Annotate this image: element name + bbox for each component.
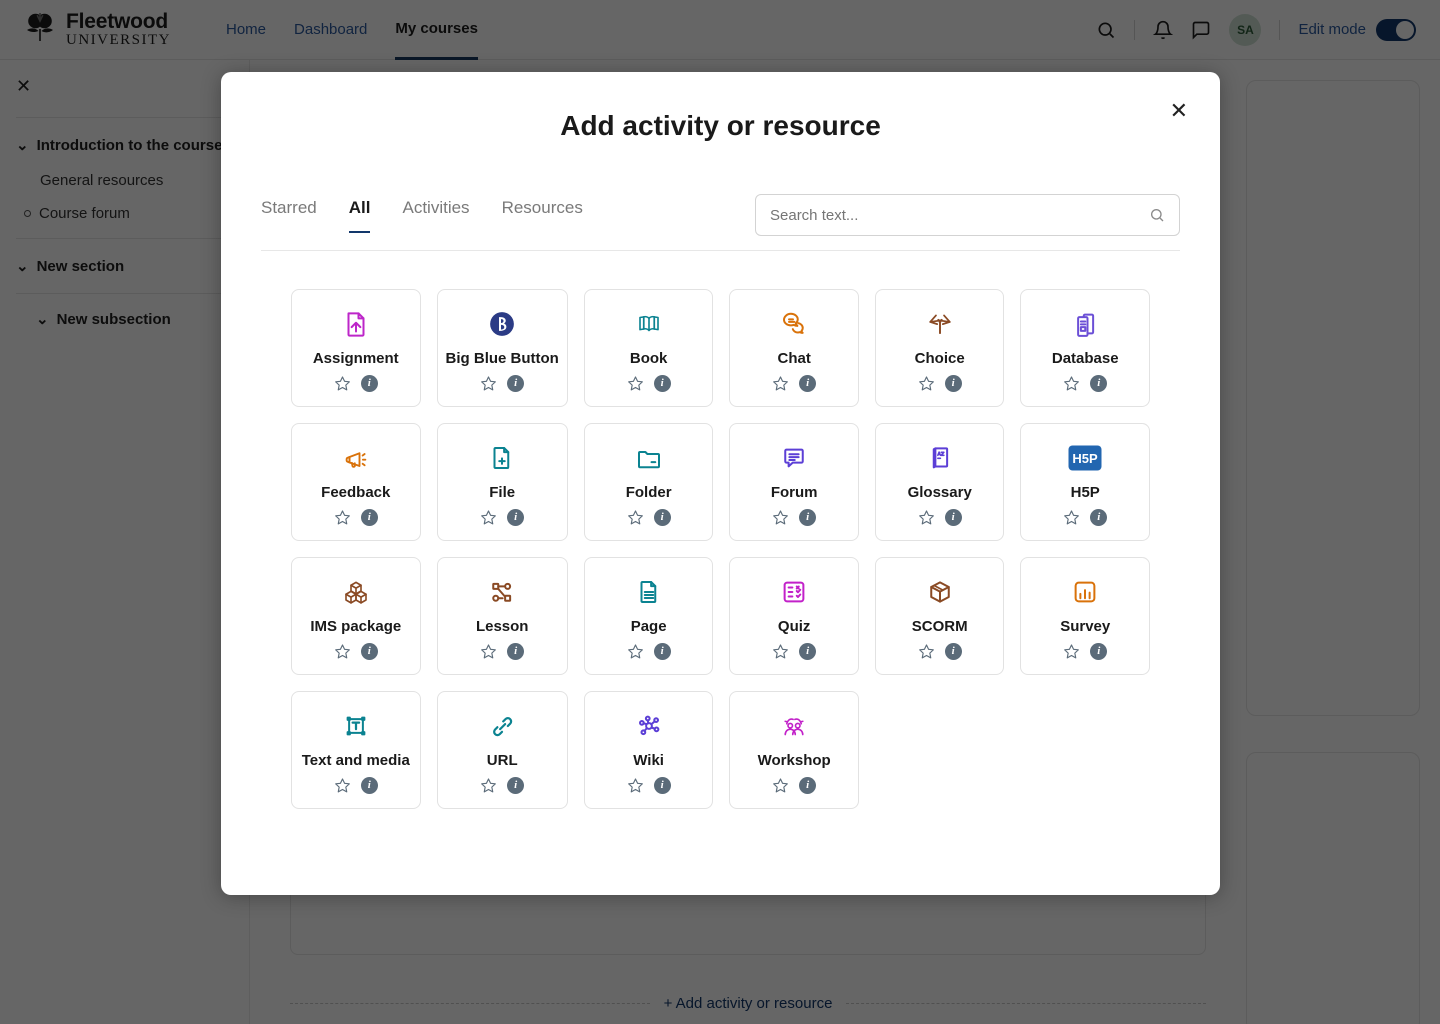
svg-text:H5P: H5P <box>1073 451 1099 466</box>
